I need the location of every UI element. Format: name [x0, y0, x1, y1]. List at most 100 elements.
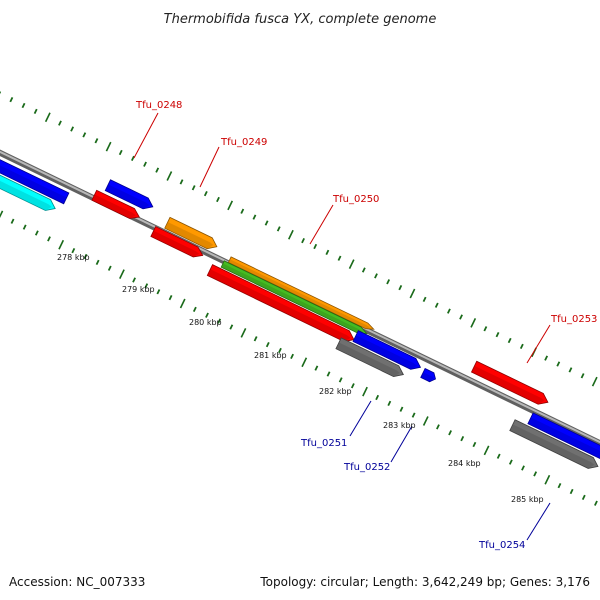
gene-arrow-red-0248b[interactable]	[91, 189, 140, 219]
gene-arrow-red-0249b[interactable]	[150, 226, 204, 258]
inner-tick	[460, 435, 465, 442]
inner-tick	[229, 324, 234, 330]
gene-arrow-cyan-left[interactable]	[0, 166, 56, 211]
inner-tick	[144, 283, 149, 289]
gene-arrow-tfu-0248[interactable]	[104, 179, 154, 210]
gene-arrow-tfu-0252[interactable]	[335, 337, 404, 377]
inner-tick	[265, 341, 270, 348]
inner-tick	[557, 483, 562, 489]
inner-tick	[0, 210, 4, 219]
outer-tick	[155, 167, 160, 173]
outer-tick	[591, 376, 598, 387]
inner-tick	[422, 416, 429, 426]
inner-tick	[47, 236, 51, 242]
gene-arrow-tfu-0250-orange[interactable]	[227, 256, 375, 330]
gene-arrow-tfu-0254[interactable]	[527, 412, 600, 462]
gene-arrow-blue-left[interactable]	[0, 159, 70, 205]
outer-tick	[580, 373, 585, 379]
outer-tick	[191, 185, 196, 191]
scale-label-282: 282 kbp	[319, 387, 352, 396]
scale-label-283: 283 kbp	[383, 421, 416, 430]
outer-tick	[9, 96, 14, 103]
gene-arrow-tfu-0251[interactable]	[352, 330, 422, 370]
outer-tick	[179, 179, 184, 185]
inner-tick	[436, 424, 440, 430]
scale-label-285: 285 kbp	[511, 495, 544, 504]
outer-tick	[301, 237, 305, 244]
outer-tick	[82, 132, 87, 138]
outer-tick	[398, 284, 403, 291]
inner-tick	[350, 383, 355, 389]
inner-tick	[168, 294, 173, 301]
inner-tick	[399, 406, 404, 412]
accession-text: Accession: NC_007333	[9, 575, 145, 589]
inner-tick	[58, 239, 65, 250]
inner-tick	[119, 269, 125, 279]
inner-tick	[107, 265, 112, 271]
inner-tick	[132, 277, 136, 283]
inner-tick	[533, 471, 538, 477]
gene-arrow-tfu-0250-green[interactable]	[220, 260, 368, 335]
outer-tick	[422, 296, 427, 303]
inner-tick	[95, 259, 100, 266]
outer-tick	[325, 249, 330, 256]
outer-tick	[166, 171, 173, 181]
inner-tick	[326, 371, 331, 377]
inner-tick	[217, 318, 222, 324]
gene-arrow-tfu-0253[interactable]	[470, 360, 549, 405]
map-title: Thermobifida fusca YX, complete genome	[164, 12, 437, 27]
outer-tick	[348, 259, 355, 269]
outer-tick	[252, 214, 257, 220]
gene-label-tfu-0254[interactable]: Tfu_0254	[478, 540, 525, 551]
inner-tick	[10, 218, 15, 224]
gene-label-tfu-0251[interactable]: Tfu_0251	[300, 438, 347, 449]
inner-tick	[156, 289, 161, 295]
inner-tick	[83, 253, 88, 260]
outer-tick	[118, 149, 123, 156]
outer-tick	[240, 208, 245, 214]
inner-tick	[34, 230, 39, 236]
inner-tick	[569, 488, 574, 495]
outer-tick	[519, 343, 524, 350]
inner-tick	[362, 386, 368, 397]
inner-tick	[581, 494, 586, 501]
outer-tick	[374, 273, 378, 279]
inner-tick	[205, 312, 209, 318]
outer-tick	[264, 220, 269, 226]
inner-tick	[192, 306, 197, 313]
inner-tick	[521, 465, 525, 471]
outer-tick	[507, 337, 512, 344]
outer-tick	[33, 108, 38, 115]
scale-label-281: 281 kbp	[254, 351, 287, 360]
gene-arrow-tfu-0250[interactable]	[206, 264, 355, 342]
gene-label-tfu-0250[interactable]: Tfu_0250	[332, 194, 379, 205]
inner-tick	[375, 394, 380, 401]
outer-tick	[94, 138, 99, 144]
scale-label-284: 284 kbp	[448, 459, 481, 468]
gene-label-tfu-0252[interactable]: Tfu_0252	[343, 462, 390, 473]
inner-tick	[411, 412, 416, 418]
outer-tick	[495, 331, 500, 338]
gene-arrow-small-blue[interactable]	[420, 367, 436, 383]
gene-callouts	[133, 112, 551, 541]
inner-tick	[483, 445, 490, 456]
outer-tick-track	[0, 91, 598, 387]
outer-tick	[216, 196, 220, 203]
inner-tick	[240, 328, 247, 338]
outer-tick	[288, 229, 294, 240]
outer-tick	[556, 361, 561, 367]
outer-tick	[58, 120, 62, 126]
inner-tick	[290, 353, 294, 360]
outer-tick	[409, 288, 416, 299]
gene-arrow-gray-0254b[interactable]	[509, 419, 599, 469]
gene-label-tfu-0249[interactable]: Tfu_0249	[220, 137, 267, 148]
inner-tick	[508, 459, 513, 465]
inner-tick	[472, 441, 477, 448]
outer-tick	[544, 355, 549, 361]
gene-label-tfu-0248[interactable]: Tfu_0248	[135, 100, 182, 111]
gene-arrow-tfu-0249[interactable]	[164, 216, 218, 250]
outer-tick	[131, 155, 135, 162]
inner-tick	[594, 500, 598, 506]
gene-label-tfu-0253[interactable]: Tfu_0253	[550, 314, 597, 325]
